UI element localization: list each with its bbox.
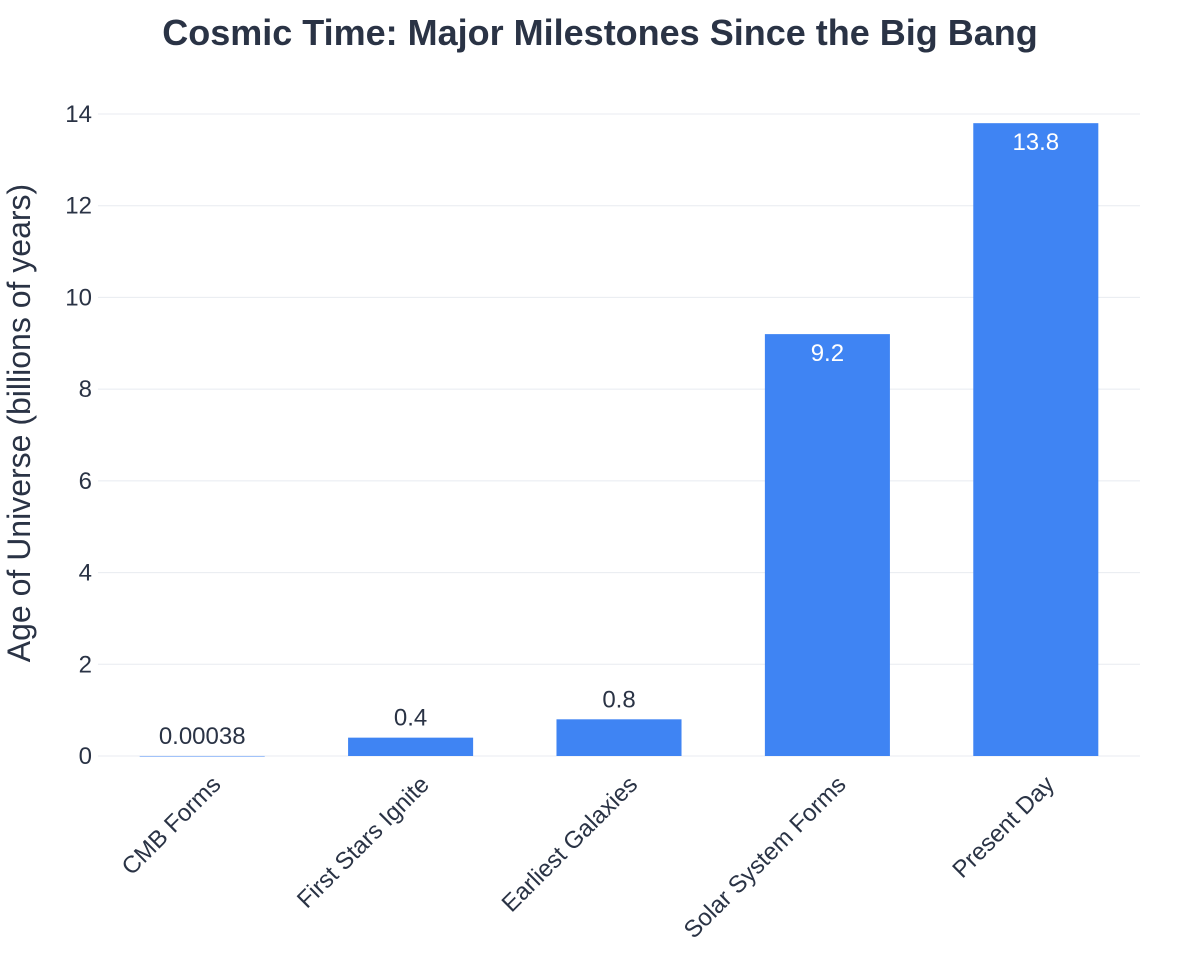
bar [973, 123, 1099, 756]
y-tick-label: 2 [79, 651, 92, 678]
x-tick-label: CMB Forms [117, 771, 227, 881]
bar [556, 719, 682, 756]
data-label: 0.8 [602, 686, 635, 713]
data-label: 0.4 [394, 705, 427, 732]
y-tick-label: 12 [65, 193, 92, 220]
x-tick-label: Present Day [947, 771, 1059, 883]
y-tick-label: 10 [65, 284, 92, 311]
y-axis-title: Age of Universe (billions of years) [1, 184, 37, 662]
x-axis-ticks: CMB Forms First Stars Ignite Earliest Gala… [117, 771, 1060, 944]
y-tick-label: 6 [79, 468, 92, 495]
bar [139, 755, 265, 757]
x-tick-label: Earliest Galaxies [497, 771, 643, 917]
grid-lines [98, 113, 1140, 757]
bar [348, 737, 474, 756]
y-tick-label: 4 [79, 560, 92, 587]
chart-title: Cosmic Time: Major Milestones Since the … [162, 12, 1038, 53]
y-tick-label: 14 [65, 101, 92, 128]
data-label: 0.00038 [159, 723, 246, 750]
x-tick-label: First Stars Ignite [292, 771, 435, 914]
data-label: 13.8 [1012, 129, 1059, 156]
bar [764, 334, 890, 756]
y-axis-ticks: 0 2 4 6 8 10 12 14 [65, 101, 92, 770]
x-tick-label: Solar System Forms [679, 771, 852, 944]
y-tick-label: 0 [79, 743, 92, 770]
data-label: 9.2 [811, 340, 844, 367]
bars [139, 123, 1099, 757]
y-tick-label: 8 [79, 376, 92, 403]
data-labels: 0.00038 0.4 0.8 9.2 13.8 [159, 129, 1059, 750]
